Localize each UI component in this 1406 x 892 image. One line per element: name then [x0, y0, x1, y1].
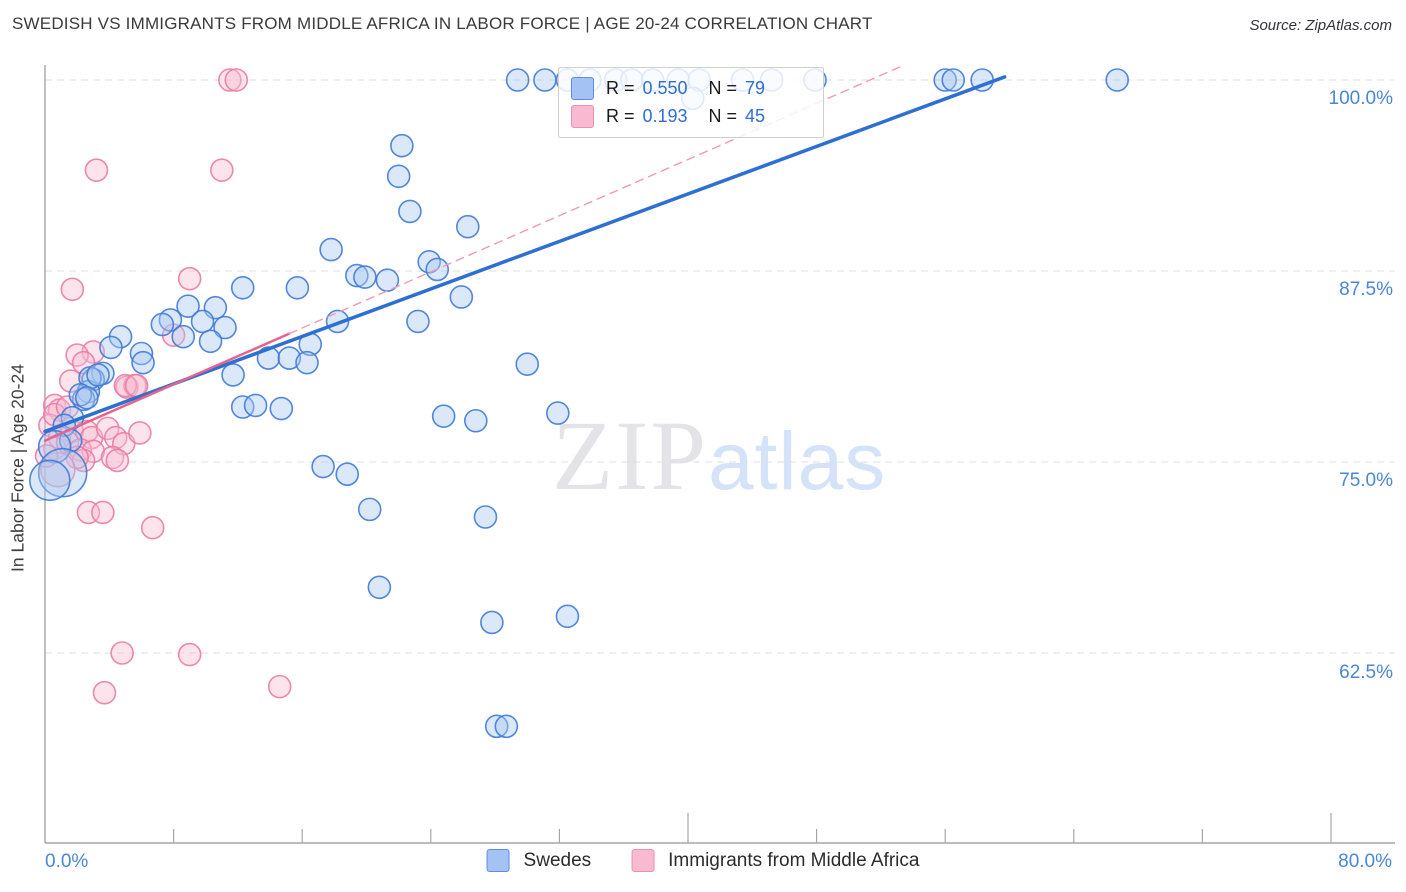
- scatter-point-immigrants-from-middle-africa: [177, 266, 202, 291]
- scatter-point-swedes: [345, 263, 369, 288]
- legend-item-swedes: Swedes: [486, 849, 592, 872]
- trend-line-solid-immigrants-from-middle-africa: [43, 332, 291, 442]
- scatter-point-swedes: [431, 404, 456, 428]
- scatter-point-immigrants-from-middle-africa: [115, 375, 139, 399]
- scatter-point-swedes: [150, 312, 175, 337]
- scatter-point-immigrants-from-middle-africa: [60, 277, 85, 302]
- scatter-point-swedes: [86, 363, 110, 387]
- scatter-point-immigrants-from-middle-africa: [95, 416, 120, 441]
- scatter-point-swedes: [29, 459, 71, 502]
- scatter-point-swedes: [353, 265, 377, 289]
- scatter-point-swedes: [190, 309, 215, 334]
- immigrants-swatch-icon: [571, 104, 594, 128]
- x-axis-min-label: 0.0%: [45, 851, 89, 872]
- scatter-point-immigrants-from-middle-africa: [84, 158, 109, 182]
- scatter-point-swedes: [171, 324, 196, 349]
- scatter-point-immigrants-from-middle-africa: [105, 448, 130, 473]
- y-tick-100: 100.0%: [1328, 88, 1393, 109]
- scatter-point-swedes: [406, 309, 430, 334]
- trend-line-solid-swedes: [43, 75, 1007, 434]
- r-label: R =: [606, 77, 635, 98]
- swedes-swatch-icon: [571, 76, 594, 100]
- scatter-point-swedes: [398, 199, 422, 224]
- scatter-point-swedes: [311, 454, 335, 479]
- scatter-point-swedes: [505, 68, 530, 92]
- page-title: SWEDISH VS IMMIGRANTS FROM MIDDLE AFRICA…: [12, 14, 873, 33]
- scatter-point-swedes: [386, 164, 411, 189]
- scatter-point-swedes: [941, 68, 966, 92]
- scatter-point-immigrants-from-middle-africa: [110, 641, 134, 665]
- scatter-point-swedes: [319, 237, 343, 262]
- series-legend: Swedes Immigrants from Middle Africa: [486, 849, 919, 872]
- scatter-point-swedes: [243, 393, 268, 418]
- scatter-point-swedes: [285, 276, 310, 300]
- scatter-point-swedes: [933, 68, 958, 92]
- scatter-point-swedes: [357, 497, 382, 522]
- scatter-point-swedes: [375, 268, 400, 292]
- scatter-point-immigrants-from-middle-africa: [177, 642, 202, 667]
- scatter-point-swedes: [449, 285, 474, 309]
- scatter-point-swedes: [480, 610, 504, 635]
- scatter-point-swedes: [269, 396, 294, 421]
- scatter-point-swedes: [533, 68, 557, 92]
- scatter-point-immigrants-from-middle-africa: [103, 425, 128, 450]
- scatter-point-swedes: [74, 386, 99, 410]
- scatter-point-immigrants-from-middle-africa: [128, 421, 152, 445]
- scatter-point-immigrants-from-middle-africa: [65, 343, 89, 367]
- legend-label-swedes: Swedes: [523, 849, 592, 871]
- legend-label-immigrants: Immigrants from Middle Africa: [668, 849, 920, 871]
- scatter-point-immigrants-from-middle-africa: [210, 158, 234, 182]
- n-label: N =: [708, 105, 738, 126]
- scatter-point-swedes: [213, 315, 237, 340]
- correlation-legend-box: R = 0.550 N = 79 R = 0.193 N = 45: [558, 67, 824, 138]
- scatter-point-swedes: [198, 329, 223, 354]
- x-axis-max-label: 80.0%: [1338, 851, 1392, 872]
- scatter-point-swedes: [129, 341, 154, 366]
- legend-row-immigrants: R = 0.193 N = 45: [571, 103, 811, 129]
- scatter-point-immigrants-from-middle-africa: [92, 680, 117, 705]
- scatter-point-swedes: [367, 575, 392, 600]
- y-tick-75: 75.0%: [1339, 470, 1393, 491]
- scatter-point-swedes: [295, 350, 319, 375]
- scatter-point-swedes: [555, 604, 580, 629]
- scatter-point-swedes: [515, 352, 540, 377]
- n-label: N =: [708, 77, 738, 98]
- scatter-point-swedes: [221, 363, 245, 387]
- legend-item-immigrants: Immigrants from Middle Africa: [631, 849, 919, 872]
- n-value-swedes: 79: [745, 77, 766, 98]
- scatter-point-immigrants-from-middle-africa: [224, 68, 249, 92]
- r-label: R =: [606, 105, 635, 126]
- scatter-point-immigrants-from-middle-africa: [91, 500, 115, 525]
- source-attribution: Source: ZipAtlas.com: [1249, 17, 1392, 34]
- scatter-point-swedes: [131, 350, 155, 375]
- scatter-point-swedes: [545, 401, 570, 425]
- r-value-immigrants: 0.193: [642, 105, 688, 126]
- scatter-point-immigrants-from-middle-africa: [218, 68, 242, 92]
- scatter-point-swedes: [176, 294, 200, 318]
- scatter-point-immigrants-from-middle-africa: [267, 674, 292, 699]
- scatter-point-swedes: [277, 346, 302, 370]
- scatter-point-immigrants-from-middle-africa: [140, 515, 165, 540]
- n-value-immigrants: 45: [745, 105, 766, 126]
- scatter-point-swedes: [1105, 68, 1130, 92]
- r-value-swedes: 0.550: [642, 77, 688, 98]
- y-tick-62-5: 62.5%: [1339, 662, 1393, 683]
- immigrants-swatch-icon: [631, 849, 655, 872]
- swedes-swatch-icon: [486, 849, 510, 872]
- scatter-point-swedes: [230, 276, 255, 300]
- y-tick-87-5: 87.5%: [1339, 279, 1393, 300]
- scatter-point-swedes: [464, 408, 488, 433]
- scatter-point-swedes: [230, 395, 255, 419]
- scatter-point-swedes: [335, 462, 360, 487]
- scatter-point-swedes: [473, 505, 498, 529]
- scatter-point-swedes: [484, 714, 509, 739]
- scatter-point-swedes: [455, 214, 480, 239]
- scatter-point-swedes: [390, 133, 414, 158]
- scatter-point-swedes: [99, 335, 123, 360]
- scatter-point-swedes: [494, 714, 519, 739]
- legend-row-swedes: R = 0.550 N = 79: [571, 75, 811, 101]
